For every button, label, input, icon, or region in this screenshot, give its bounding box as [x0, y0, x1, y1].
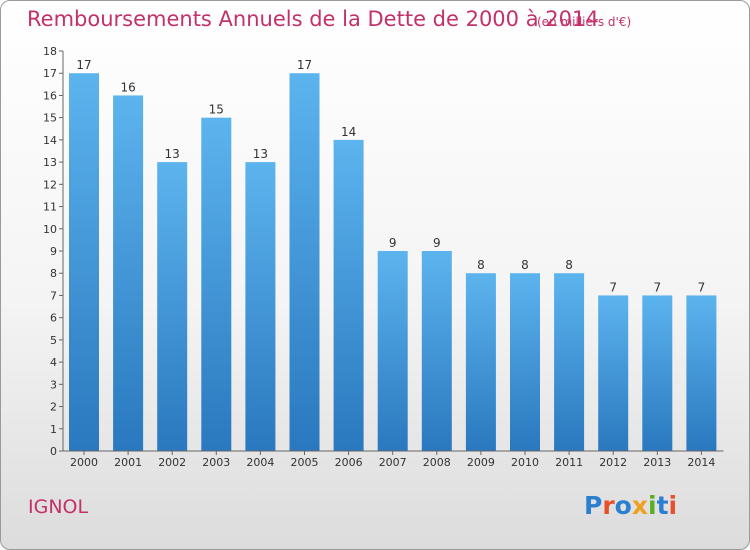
bar-value-label: 16: [120, 80, 135, 94]
bar: [245, 162, 276, 451]
bar: [554, 273, 585, 451]
x-tick-label: 2000: [70, 456, 98, 469]
y-tick-label: 8: [50, 267, 57, 280]
bar-value-label: 13: [253, 147, 268, 161]
bar: [598, 295, 629, 451]
x-tick-label: 2011: [555, 456, 583, 469]
bar-value-label: 7: [698, 280, 706, 294]
x-axis: 2000 2001 2002 2003 2004 2005 2006 2007 2008 2009…: [63, 450, 724, 469]
y-tick-label: 3: [50, 378, 57, 391]
bar-value-label: 17: [76, 58, 91, 72]
y-tick-label: 16: [43, 89, 57, 102]
y-tick-label: 17: [43, 67, 57, 80]
logo-letter: r: [602, 491, 615, 520]
y-tick-label: 1: [50, 423, 57, 436]
bar: [510, 273, 540, 451]
bar: [201, 117, 232, 452]
y-tick-label: 9: [50, 245, 57, 258]
y-tick-label: 13: [43, 156, 57, 169]
bar: [642, 295, 673, 451]
bar: [157, 162, 188, 451]
bar-value-label: 8: [521, 258, 529, 272]
y-tick-label: 2: [50, 401, 57, 414]
bar-value-label: 13: [165, 147, 180, 161]
y-tick-label: 6: [50, 312, 57, 325]
bar: [289, 73, 320, 451]
bar-value-label: 9: [389, 236, 397, 250]
y-tick-label: 11: [43, 201, 57, 214]
bar-value-label: 15: [209, 103, 224, 117]
bar: [113, 95, 144, 451]
chart-title: Remboursements Annuels de la Dette de 20…: [27, 7, 599, 31]
x-tick-label: 2003: [202, 456, 230, 469]
bar-value-label: 17: [297, 58, 312, 72]
x-tick-label: 2013: [643, 456, 671, 469]
y-tick-label: 7: [50, 289, 57, 302]
town-name: IGNOL: [28, 496, 89, 518]
y-tick-label: 0: [50, 445, 57, 458]
bar: [377, 251, 408, 451]
bar-value-label: 7: [609, 280, 617, 294]
y-tick-label: 10: [43, 223, 57, 236]
chart-unit-label: (en milliers d'€): [537, 15, 632, 29]
value-labels: 17 16 13 15 13 17 14 9 9 8 8 8 7 7 7: [76, 58, 705, 294]
x-tick-label: 2002: [158, 456, 186, 469]
bar: [333, 139, 364, 451]
y-tick-label: 5: [50, 334, 57, 347]
x-tick-label: 2005: [291, 456, 319, 469]
x-tick-label: 2008: [423, 456, 451, 469]
y-tick-label: 14: [43, 134, 57, 147]
logo-letter: t: [656, 491, 669, 520]
x-tick-label: 2006: [335, 456, 363, 469]
logo-letter: i: [668, 491, 678, 520]
bar-value-label: 9: [433, 236, 441, 250]
y-tick-label: 15: [43, 112, 57, 125]
bar-value-label: 14: [341, 125, 356, 139]
bar-value-label: 7: [653, 280, 661, 294]
x-tick-label: 2014: [687, 456, 715, 469]
logo-letter: o: [614, 491, 632, 520]
bar-value-label: 8: [565, 258, 573, 272]
proxiti-logo: Proxiti: [584, 491, 677, 520]
y-tick-label: 12: [43, 178, 57, 191]
bar: [69, 73, 99, 451]
bar: [686, 295, 717, 451]
logo-letter: i: [648, 491, 657, 520]
y-tick-label: 18: [43, 45, 57, 58]
x-tick-label: 2010: [511, 456, 539, 469]
logo-letter: x: [631, 491, 648, 520]
x-tick-label: 2009: [467, 456, 495, 469]
x-tick-label: 2001: [114, 456, 142, 469]
bar-value-label: 8: [477, 258, 485, 272]
y-tick-label: 4: [50, 356, 57, 369]
x-tick-label: 2007: [379, 456, 407, 469]
x-tick-label: 2004: [246, 456, 274, 469]
bar: [465, 273, 496, 451]
x-tick-label: 2012: [599, 456, 627, 469]
logo-letter: P: [584, 491, 603, 520]
bar: [421, 251, 452, 451]
bars: [69, 73, 717, 452]
